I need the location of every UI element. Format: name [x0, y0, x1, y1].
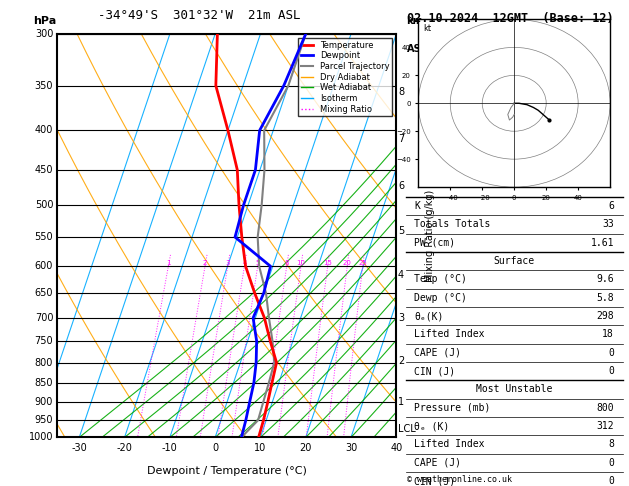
Text: -10: -10: [162, 443, 178, 453]
Text: 500: 500: [35, 200, 53, 210]
Text: 8: 8: [284, 260, 289, 266]
Text: 9.6: 9.6: [596, 275, 614, 284]
Text: Lifted Index: Lifted Index: [415, 330, 485, 339]
Text: Pressure (mb): Pressure (mb): [415, 403, 491, 413]
Text: 5.8: 5.8: [596, 293, 614, 303]
Text: 33: 33: [603, 219, 614, 229]
Text: Temp (°C): Temp (°C): [415, 275, 467, 284]
Text: θₑ(K): θₑ(K): [415, 311, 444, 321]
Text: 350: 350: [35, 81, 53, 91]
Text: 700: 700: [35, 313, 53, 323]
Text: Mixing Ratio (g/kg): Mixing Ratio (g/kg): [425, 190, 435, 282]
Text: 850: 850: [35, 378, 53, 388]
Text: 0: 0: [212, 443, 218, 453]
Text: 4: 4: [242, 260, 247, 266]
Text: 2: 2: [398, 356, 404, 365]
Text: θₑ (K): θₑ (K): [415, 421, 450, 431]
Text: 5: 5: [255, 260, 260, 266]
Text: 650: 650: [35, 288, 53, 298]
Text: kt: kt: [423, 24, 431, 33]
Text: 0: 0: [608, 348, 614, 358]
Text: Most Unstable: Most Unstable: [476, 384, 552, 395]
Text: 3: 3: [398, 313, 404, 323]
Text: 800: 800: [596, 403, 614, 413]
Text: 1: 1: [398, 397, 404, 407]
Text: 312: 312: [596, 421, 614, 431]
Text: © weatheronline.co.uk: © weatheronline.co.uk: [407, 474, 512, 484]
Text: -34°49'S  301°32'W  21m ASL: -34°49'S 301°32'W 21m ASL: [98, 9, 301, 22]
Text: 950: 950: [35, 415, 53, 425]
Text: 18: 18: [603, 330, 614, 339]
Text: 6: 6: [398, 181, 404, 191]
Legend: Temperature, Dewpoint, Parcel Trajectory, Dry Adiabat, Wet Adiabat, Isotherm, Mi: Temperature, Dewpoint, Parcel Trajectory…: [298, 38, 392, 116]
Text: 1000: 1000: [29, 433, 53, 442]
Text: 450: 450: [35, 165, 53, 175]
Text: PW (cm): PW (cm): [415, 238, 455, 248]
Text: 20: 20: [299, 443, 312, 453]
Text: km: km: [406, 16, 423, 26]
Text: CAPE (J): CAPE (J): [415, 348, 462, 358]
Text: 40: 40: [390, 443, 403, 453]
Text: 4: 4: [398, 270, 404, 280]
Text: 8: 8: [398, 87, 404, 97]
Text: 300: 300: [35, 29, 53, 39]
Text: 7: 7: [398, 135, 404, 144]
Text: 5: 5: [398, 226, 404, 236]
Text: 0: 0: [608, 458, 614, 468]
Text: 800: 800: [35, 358, 53, 367]
Text: 02.10.2024  12GMT  (Base: 12): 02.10.2024 12GMT (Base: 12): [407, 12, 613, 25]
Text: 10: 10: [296, 260, 306, 266]
Text: CIN (J): CIN (J): [415, 476, 455, 486]
Text: 3: 3: [225, 260, 230, 266]
Text: hPa: hPa: [33, 16, 56, 26]
Text: 10: 10: [254, 443, 267, 453]
Text: 20: 20: [343, 260, 352, 266]
Text: 2: 2: [203, 260, 207, 266]
Text: 600: 600: [35, 261, 53, 271]
Text: 6: 6: [608, 201, 614, 211]
Text: CAPE (J): CAPE (J): [415, 458, 462, 468]
Text: 1.61: 1.61: [591, 238, 614, 248]
Text: -20: -20: [116, 443, 133, 453]
Text: 0: 0: [608, 476, 614, 486]
Text: 900: 900: [35, 397, 53, 407]
Text: 750: 750: [35, 336, 53, 346]
Text: Dewpoint / Temperature (°C): Dewpoint / Temperature (°C): [147, 466, 306, 476]
Text: 25: 25: [359, 260, 367, 266]
Text: Totals Totals: Totals Totals: [415, 219, 491, 229]
Text: 15: 15: [323, 260, 332, 266]
Text: 8: 8: [608, 439, 614, 450]
Text: 30: 30: [345, 443, 357, 453]
Text: ASL: ASL: [406, 44, 427, 54]
Text: 0: 0: [608, 366, 614, 376]
Text: -30: -30: [71, 443, 87, 453]
Text: 400: 400: [35, 125, 53, 136]
Text: LCL: LCL: [398, 424, 416, 434]
Text: Surface: Surface: [494, 256, 535, 266]
Text: CIN (J): CIN (J): [415, 366, 455, 376]
Text: 550: 550: [35, 232, 53, 242]
Text: 298: 298: [596, 311, 614, 321]
Text: Dewp (°C): Dewp (°C): [415, 293, 467, 303]
Text: 1: 1: [166, 260, 170, 266]
Text: K: K: [415, 201, 420, 211]
Text: Lifted Index: Lifted Index: [415, 439, 485, 450]
